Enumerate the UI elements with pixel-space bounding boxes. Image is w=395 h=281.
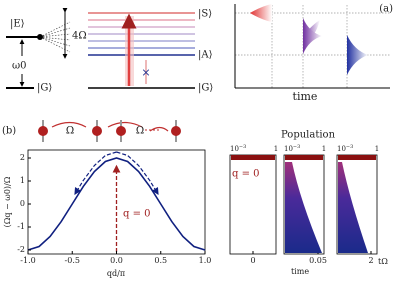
x-tick-label: -1.0 (20, 256, 35, 265)
state-label: |G⟩ (198, 83, 213, 94)
state-label: |S⟩ (198, 9, 212, 20)
top-tick-label: 10−3 (230, 144, 246, 154)
x-tick-label: 0 (250, 256, 255, 265)
state-label: |A⟩ (198, 50, 213, 61)
q0-population (285, 155, 323, 160)
g-shape: -1.0 -0.5 0.0 0.5 1.0 (20, 251, 211, 265)
splitting-label: 4Ω (72, 31, 87, 42)
panel-label: (a) (379, 4, 393, 15)
dispersion-plot: q = 0 2 1 0 -1 -2 -1.0 -0.5 0.0 0.5 1.0 (Ωq − ω0)… (3, 149, 211, 278)
spins (38, 120, 181, 142)
coupling-label: Ω (66, 126, 74, 137)
dispersion-curve (27, 157, 206, 251)
cross: × (141, 66, 150, 79)
base: 10 (284, 145, 293, 153)
axis-label: time (293, 90, 318, 103)
coupling-arrows (51, 121, 169, 132)
top-tick-label: 1 (322, 145, 326, 153)
pulse (303, 18, 322, 54)
q0-population (231, 155, 275, 160)
line-shape (39, 27, 71, 38)
x-axis-label: time (291, 267, 309, 276)
y-tick-label: 2 (20, 153, 25, 162)
pulse (250, 4, 272, 22)
y-tick-label: -2 (17, 245, 25, 254)
dot (37, 34, 43, 40)
exponent: −3 (239, 144, 246, 150)
exponent: −3 (293, 144, 300, 150)
state-label: |E⟩ (10, 19, 25, 30)
g-shape: 2 1 0 -1 -2 (17, 153, 31, 254)
population-title: Population (281, 130, 336, 141)
x-axis-label: qd/π (107, 269, 125, 278)
circle-shape (116, 126, 126, 136)
x-tick-label: 0.0 (110, 256, 123, 265)
q0-label: q = 0 (123, 209, 151, 220)
base: 10 (230, 145, 239, 153)
omega0-label: ω0 (12, 61, 27, 72)
dashed-arrow (116, 151, 159, 196)
population-region (285, 162, 322, 253)
circle-shape (171, 126, 181, 136)
dashed-arrow (74, 151, 117, 196)
panel-label: (b) (2, 126, 16, 137)
top-tick-label: 1 (375, 145, 379, 153)
x-tick-label: 2 (368, 256, 373, 265)
top-tick-label: 10−3 (284, 144, 300, 154)
state-label: |G⟩ (37, 83, 52, 94)
coupling-label: Ω (136, 126, 144, 137)
line-shape (39, 36, 71, 47)
y-tick-label: 0 (20, 199, 25, 208)
circle-shape (38, 126, 48, 136)
panel-b: (b) Ω Ω q = 0 210-1-2-1.0 -0.5 0.0 0.5 1.0 (… (2, 120, 388, 278)
x-tick-label: 1.0 (199, 256, 212, 265)
circle-shape (92, 126, 102, 136)
exponent: −3 (346, 144, 353, 150)
x-tick-label: 0.05 (309, 256, 327, 265)
q0-label: q = 0 (232, 169, 260, 180)
x-tick-label: -0.5 (65, 256, 80, 265)
q0-population (338, 155, 376, 160)
band-levels (88, 12, 195, 89)
top-tick-label: 10−3 (337, 144, 353, 154)
y-tick-label: -1 (17, 222, 25, 231)
y-tick-label: 1 (20, 176, 25, 185)
y-axis-label: (Ωq − ω0)/Ω (3, 176, 12, 227)
pulse (347, 35, 368, 75)
top-tick-label: 1 (274, 145, 278, 153)
population-region (338, 162, 368, 253)
base: 10 (337, 145, 346, 153)
x-tick-label: 0.5 (154, 256, 167, 265)
panel-a: (a) |E⟩ |G⟩ ω0 4Ω × |S⟩ |A⟩ |G⟩ time (6, 4, 393, 103)
x-axis-unit: tΩ (378, 257, 388, 266)
